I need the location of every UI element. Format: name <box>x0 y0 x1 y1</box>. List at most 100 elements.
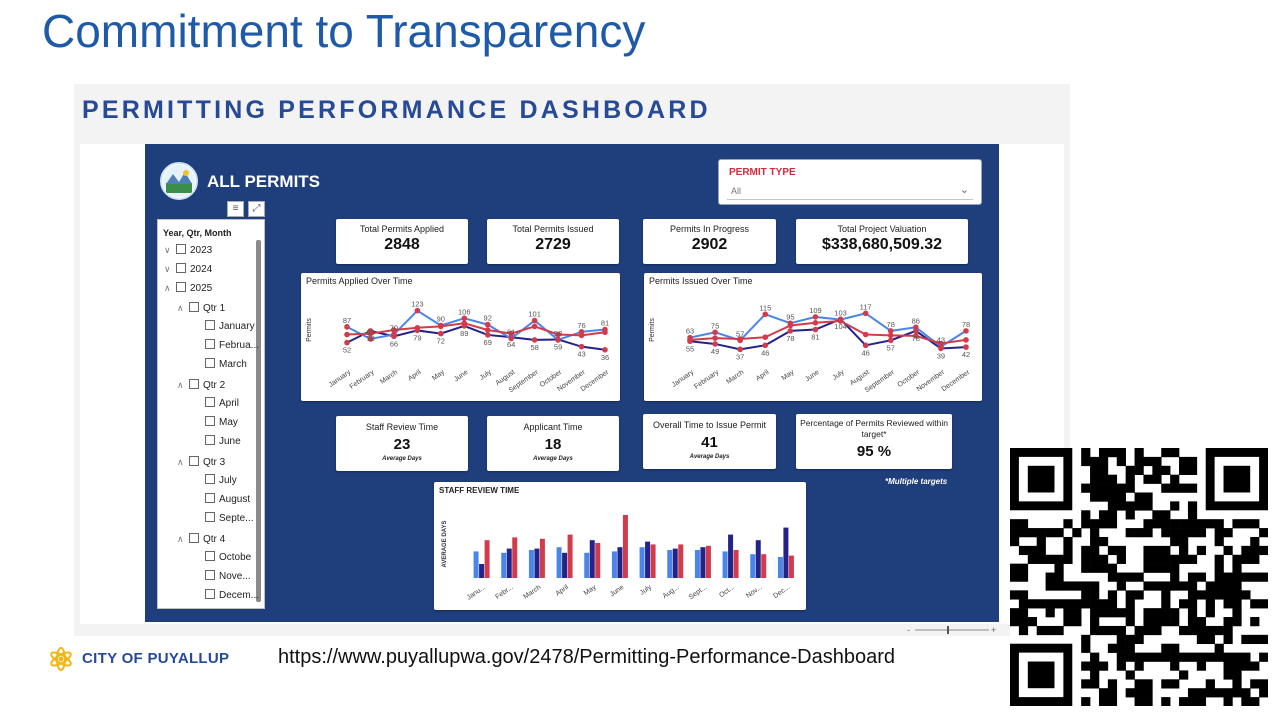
data-point[interactable] <box>887 332 894 339</box>
data-point[interactable] <box>712 335 718 341</box>
chevron-up-icon[interactable]: ∧ <box>177 303 184 313</box>
slicer-qtr-3[interactable]: ∧ Qtr 3 <box>177 455 225 469</box>
data-point[interactable] <box>762 342 769 349</box>
data-point[interactable] <box>508 335 514 342</box>
slicer-month-february[interactable]: Februa... <box>205 339 259 353</box>
bar-2025[interactable] <box>761 554 767 578</box>
bar-2023[interactable] <box>750 554 756 578</box>
bar-2025[interactable] <box>567 534 573 578</box>
bar-2025[interactable] <box>484 540 490 578</box>
data-point[interactable] <box>887 328 894 334</box>
bar-2023[interactable] <box>584 552 590 578</box>
data-point[interactable] <box>887 337 894 344</box>
checkbox[interactable] <box>205 320 215 330</box>
data-point[interactable] <box>344 331 350 338</box>
slicer-month-september[interactable]: Septe... <box>205 512 253 526</box>
data-point[interactable] <box>737 346 743 353</box>
data-point[interactable] <box>938 340 944 347</box>
checkbox[interactable] <box>205 397 215 407</box>
bar-2025[interactable] <box>705 545 711 578</box>
data-point[interactable] <box>367 330 374 337</box>
bar-2023[interactable] <box>501 552 507 578</box>
slicer-month-january[interactable]: January <box>205 320 255 334</box>
data-point[interactable] <box>762 334 769 340</box>
checkbox[interactable] <box>205 570 215 580</box>
bar-2023[interactable] <box>667 550 673 578</box>
data-point[interactable] <box>367 336 374 342</box>
bar-2025[interactable] <box>678 544 684 578</box>
slicer-scrollbar[interactable] <box>256 240 261 602</box>
bar-2024[interactable] <box>534 548 540 578</box>
data-point[interactable] <box>531 317 538 324</box>
data-point[interactable] <box>461 315 468 322</box>
data-point[interactable] <box>963 337 969 343</box>
data-point[interactable] <box>508 330 514 337</box>
bar-2024[interactable] <box>645 541 651 578</box>
data-point[interactable] <box>963 328 969 334</box>
chevron-down-icon[interactable]: ∨ <box>164 264 171 274</box>
checkbox[interactable] <box>205 512 215 522</box>
checkbox[interactable] <box>176 263 186 273</box>
focus-mode-icon[interactable]: ⤢ <box>248 201 265 217</box>
bar-2023[interactable] <box>694 550 700 578</box>
data-point[interactable] <box>484 321 491 328</box>
bar-2024[interactable] <box>783 527 789 578</box>
data-point[interactable] <box>862 342 869 349</box>
bar-2024[interactable] <box>617 547 623 578</box>
slicer-month-july[interactable]: July <box>205 474 237 488</box>
bar-2024[interactable] <box>755 540 761 578</box>
checkbox[interactable] <box>189 379 199 389</box>
bar-2023[interactable] <box>722 551 728 578</box>
data-point[interactable] <box>913 324 919 331</box>
chevron-up-icon[interactable]: ∧ <box>177 380 184 390</box>
data-point[interactable] <box>787 328 794 334</box>
checkbox[interactable] <box>189 533 199 543</box>
data-point[interactable] <box>737 336 743 342</box>
data-point[interactable] <box>531 337 538 343</box>
slicer-month-april[interactable]: April <box>205 397 239 411</box>
data-point[interactable] <box>712 329 718 336</box>
slicer-month-november[interactable]: Nove... <box>205 570 251 584</box>
checkbox[interactable] <box>205 589 215 599</box>
checkbox[interactable] <box>176 244 186 254</box>
bar-2024[interactable] <box>589 540 595 578</box>
chevron-up-icon[interactable]: ∧ <box>164 283 171 293</box>
data-point[interactable] <box>344 339 350 346</box>
bar-2024[interactable] <box>562 552 568 578</box>
data-point[interactable] <box>687 337 693 343</box>
data-point[interactable] <box>913 333 919 339</box>
dashboard-url-link[interactable]: https://www.puyallupwa.gov/2478/Permitti… <box>278 646 895 668</box>
checkbox[interactable] <box>205 358 215 368</box>
slicer-month-october[interactable]: Octobe <box>205 551 251 565</box>
data-point[interactable] <box>414 307 421 314</box>
data-point[interactable] <box>812 314 819 320</box>
slicer-year-2025[interactable]: ∧ 2025 <box>164 281 212 295</box>
data-point[interactable] <box>391 327 397 333</box>
checkbox[interactable] <box>189 302 199 312</box>
slicer-qtr-1[interactable]: ∧ Qtr 1 <box>177 301 225 315</box>
data-point[interactable] <box>555 337 561 343</box>
bar-2025[interactable] <box>733 550 739 578</box>
data-point[interactable] <box>438 323 444 330</box>
data-point[interactable] <box>712 341 718 347</box>
chevron-down-icon[interactable]: ⌄ <box>959 184 969 196</box>
bar-2023[interactable] <box>639 547 645 578</box>
chevron-down-icon[interactable]: ∨ <box>164 245 171 255</box>
bar-2025[interactable] <box>650 544 656 578</box>
bar-2024[interactable] <box>700 547 706 578</box>
data-point[interactable] <box>602 347 608 353</box>
bar-2025[interactable] <box>539 538 545 578</box>
data-point[interactable] <box>438 330 444 337</box>
data-point[interactable] <box>531 323 538 330</box>
data-point[interactable] <box>862 310 869 317</box>
chevron-up-icon[interactable]: ∧ <box>177 534 184 544</box>
checkbox[interactable] <box>205 493 215 503</box>
data-point[interactable] <box>555 331 561 338</box>
chevron-up-icon[interactable]: ∧ <box>177 457 184 467</box>
data-point[interactable] <box>762 311 769 318</box>
bar-2023[interactable] <box>528 550 534 578</box>
checkbox[interactable] <box>205 474 215 484</box>
data-point[interactable] <box>578 343 585 350</box>
permit-type-filter[interactable]: PERMIT TYPE All ⌄ <box>718 159 982 205</box>
checkbox[interactable] <box>189 456 199 466</box>
